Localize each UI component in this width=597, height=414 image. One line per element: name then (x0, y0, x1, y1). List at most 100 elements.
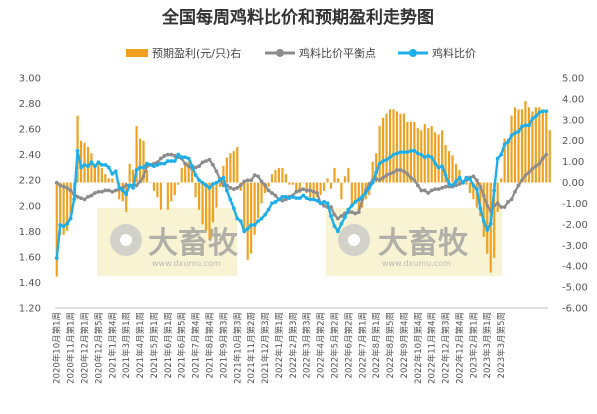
ratio-point (325, 201, 330, 206)
ratio-point (544, 109, 549, 114)
profit-bar (204, 182, 208, 231)
breakeven-point (134, 183, 139, 188)
profit-bar (253, 182, 256, 235)
profit-bar (441, 130, 444, 183)
breakeven-point (349, 210, 354, 215)
ratio-point (287, 196, 292, 201)
breakeven-point (356, 210, 361, 215)
profit-bar (243, 182, 246, 231)
breakeven-point (544, 152, 549, 157)
breakeven-point (454, 183, 458, 188)
profit-bar (55, 182, 58, 277)
profit-bar (371, 161, 374, 183)
breakeven-point (502, 205, 507, 209)
breakeven-point (93, 191, 97, 195)
profit-bar (354, 182, 357, 204)
profit-bar (180, 167, 183, 183)
ratio-point (186, 156, 191, 161)
breakeven-point (443, 184, 448, 189)
profit-bar (423, 124, 426, 183)
breakeven-point (124, 183, 129, 188)
profit-bar (319, 182, 322, 196)
right-tick-label: -6.00 (562, 304, 588, 315)
x-tick-label: 2021年9月第3周 (218, 312, 229, 378)
ratio-point (481, 219, 486, 224)
breakeven-point (322, 203, 326, 208)
profit-bar (222, 165, 225, 183)
legend-swatch-profit (126, 49, 148, 57)
breakeven-point (412, 178, 417, 183)
profit-bar (201, 182, 204, 225)
breakeven-point (485, 203, 490, 208)
profit-bar (416, 128, 419, 183)
ratio-point (204, 183, 208, 188)
ratio-point (412, 148, 417, 153)
ratio-point (533, 114, 538, 119)
ratio-point (179, 155, 184, 160)
breakeven-point (304, 188, 309, 193)
profit-bar (62, 182, 65, 235)
ratio-point (471, 183, 476, 188)
profit-bar (430, 126, 433, 183)
breakeven-point (499, 205, 504, 209)
profit-bar (534, 107, 537, 183)
profit-bar (270, 174, 274, 183)
breakeven-point (433, 187, 438, 192)
watermark-logo-icon (110, 224, 370, 256)
breakeven-point (183, 161, 188, 166)
ratio-point (148, 162, 153, 167)
ratio-point (103, 162, 108, 167)
legend-item-ratio: 鸡料比价 (398, 46, 476, 60)
ratio-point (467, 177, 472, 181)
ratio-point (304, 196, 309, 201)
profit-bar (531, 111, 534, 183)
x-tick-label: 2020年12月第5周 (93, 312, 104, 384)
breakeven-point (440, 185, 445, 190)
profit-bar (510, 115, 513, 183)
ratio-point (99, 162, 104, 167)
x-tick-label: 2021年4月第1周 (135, 312, 146, 378)
breakeven-point (429, 188, 434, 193)
profit-bar (524, 101, 527, 183)
profit-bar (392, 109, 395, 183)
ratio-point (72, 197, 76, 202)
ratio-point (277, 197, 281, 202)
x-tick-label: 2022年7月第1周 (357, 312, 368, 378)
breakeven-point (197, 164, 201, 169)
left-tick-label: 1.40 (19, 278, 41, 289)
right-tick-label: 0.00 (562, 178, 584, 189)
breakeven-point (353, 211, 358, 216)
breakeven-point (339, 214, 344, 218)
legend-item-breakeven: 鸡料比价平衡点 (265, 46, 376, 60)
profit-bar (548, 130, 551, 183)
profit-bar (156, 182, 159, 198)
breakeven-point (509, 197, 514, 202)
breakeven-point (211, 162, 215, 167)
left-tick-label: 1.60 (19, 252, 41, 263)
ratio-point (370, 180, 375, 185)
ratio-point (61, 224, 66, 229)
x-tick-label: 2021年5月第1周 (149, 312, 160, 378)
legend: 预期盈利(元/只)右 鸡料比价平衡点 鸡料比价 (126, 46, 476, 60)
breakeven-point (530, 166, 535, 171)
breakeven-point (273, 193, 278, 198)
profit-bar (357, 182, 360, 212)
ratio-point (141, 165, 146, 170)
breakeven-point (384, 173, 389, 178)
legend-label-breakeven: 鸡料比价平衡点 (299, 46, 376, 60)
x-tick-label: 2022年4月第2周 (316, 312, 327, 378)
profit-bar (375, 153, 378, 183)
ratio-point (450, 183, 455, 188)
breakeven-point (266, 188, 271, 193)
profit-bar (187, 161, 190, 183)
profit-bar (281, 167, 284, 183)
breakeven-point (533, 164, 538, 169)
profit-bar (503, 138, 506, 183)
breakeven-point (336, 216, 340, 221)
ratio-point (259, 216, 264, 221)
profit-bar (295, 182, 298, 191)
ratio-point (433, 161, 438, 166)
profit-bar (173, 182, 176, 196)
profit-bar (437, 134, 440, 183)
breakeven-point (75, 194, 80, 199)
